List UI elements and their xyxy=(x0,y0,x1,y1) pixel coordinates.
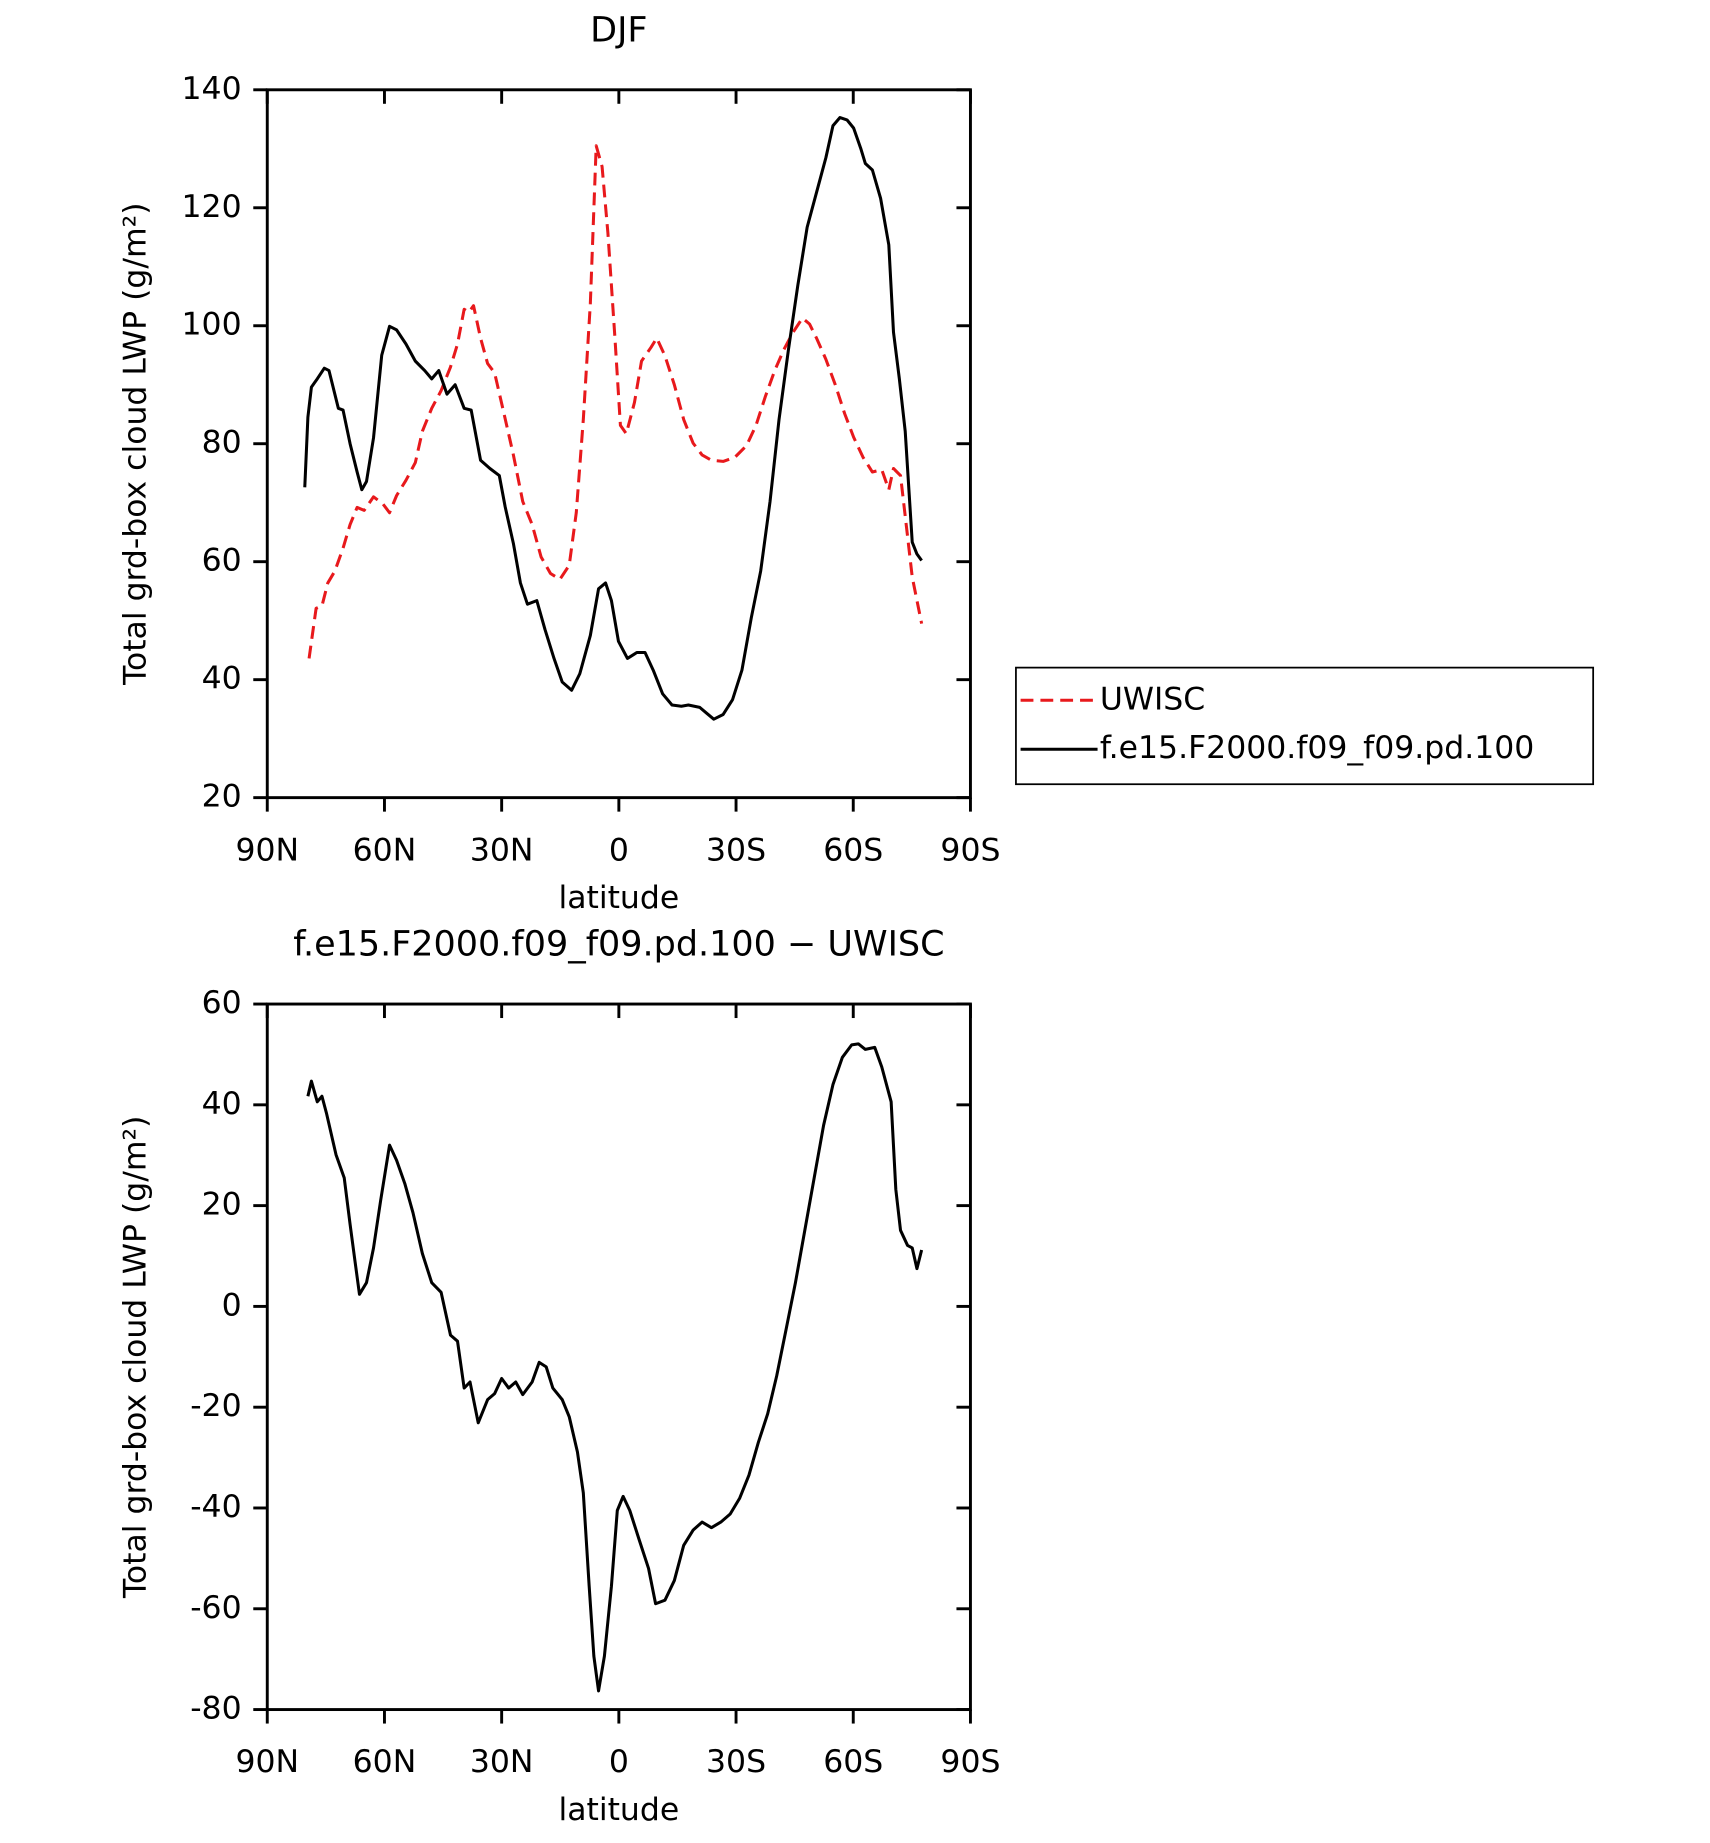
y-tick-label: 0 xyxy=(222,1287,242,1323)
legend-label: f.e15.F2000.f09_f09.pd.100 xyxy=(1100,730,1534,766)
legend-label: UWISC xyxy=(1100,681,1205,717)
x-tick-label: 90N xyxy=(235,832,299,868)
x-tick-label: 30N xyxy=(470,832,534,868)
x-tick-label: 90S xyxy=(940,832,1000,868)
y-tick-label: 20 xyxy=(202,779,242,815)
y-axis-label: Total grd-box cloud LWP (g/m²) xyxy=(118,202,154,685)
plot-frame xyxy=(265,1002,972,1712)
y-tick-label: -60 xyxy=(190,1590,241,1626)
legend-box xyxy=(1015,666,1595,786)
x-tick-label: 30N xyxy=(470,1744,534,1780)
x-tick-label: 60N xyxy=(353,1744,417,1780)
y-tick-label: 80 xyxy=(202,425,242,461)
x-tick-label: 60S xyxy=(823,1744,883,1780)
x-tick-label: 30S xyxy=(706,1744,766,1780)
y-tick-label: 60 xyxy=(202,543,242,579)
y-axis-label: Total grd-box cloud LWP (g/m²) xyxy=(118,1116,154,1599)
y-tick-label: -40 xyxy=(190,1489,241,1525)
chart-title: f.e15.F2000.f09_f09.pd.100 − UWISC xyxy=(293,925,944,965)
y-tick-label: -80 xyxy=(190,1691,241,1727)
x-tick-label: 30S xyxy=(706,832,766,868)
x-axis-label: latitude xyxy=(558,1792,679,1828)
y-tick-label: 100 xyxy=(182,307,242,343)
y-tick-label: 60 xyxy=(202,985,242,1021)
x-tick-label: 60S xyxy=(823,832,883,868)
y-tick-label: 40 xyxy=(202,1086,242,1122)
y-tick-label: 20 xyxy=(202,1187,242,1223)
y-tick-label: 140 xyxy=(182,71,242,107)
y-tick-label: -20 xyxy=(190,1388,241,1424)
x-tick-label: 90N xyxy=(235,1744,299,1780)
data-line xyxy=(307,144,924,659)
x-tick-label: 90S xyxy=(940,1744,1000,1780)
x-tick-label: 60N xyxy=(353,832,417,868)
x-tick-label: 0 xyxy=(609,832,629,868)
x-axis-label: latitude xyxy=(558,880,679,916)
chart-title: DJF xyxy=(590,10,647,50)
x-tick-label: 0 xyxy=(609,1744,629,1780)
data-line xyxy=(303,115,923,721)
y-tick-label: 120 xyxy=(182,189,242,225)
data-line xyxy=(306,1042,924,1693)
y-tick-label: 40 xyxy=(202,661,242,697)
